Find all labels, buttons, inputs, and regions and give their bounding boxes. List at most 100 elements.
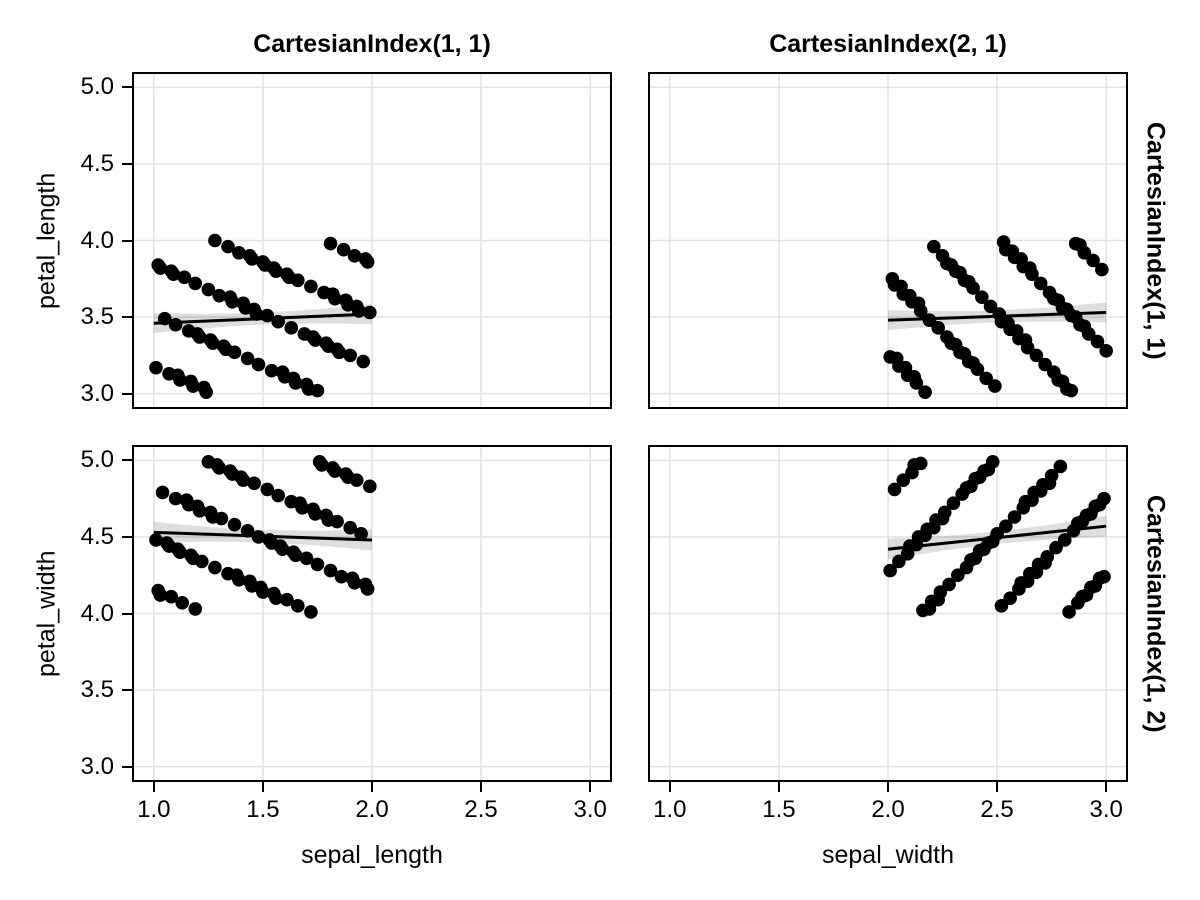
scatter-point (295, 501, 309, 515)
x-tick (152, 782, 155, 792)
scatter-point (256, 585, 270, 599)
scatter-point (157, 311, 172, 326)
scatter-point (1040, 550, 1055, 564)
scatter-point (885, 271, 900, 286)
facet-plot-area (648, 72, 1128, 409)
scatter-point (181, 497, 196, 512)
x-axis-label-sepal-length: sepal_length (301, 841, 443, 869)
scatter-point (164, 589, 179, 604)
scatter-point (892, 554, 906, 569)
y-tick (122, 689, 132, 692)
scatter-point (944, 258, 959, 272)
scatter-point (247, 302, 261, 317)
scatter-point (251, 530, 266, 544)
scatter-point (280, 592, 294, 607)
facet-plot-area (132, 445, 612, 782)
scatter-point (983, 299, 998, 314)
scatter-point (994, 599, 1009, 613)
scatter-point (1064, 383, 1079, 398)
scatter-point (173, 545, 187, 560)
scatter-point (232, 573, 246, 587)
scatter-point (205, 510, 220, 524)
scatter-point (212, 461, 227, 475)
scatter-point (175, 595, 189, 610)
x-tick (777, 782, 780, 792)
y-tick-label: 3.0 (80, 379, 114, 407)
scatter-point (171, 368, 185, 383)
scatter-point (999, 519, 1013, 533)
scatter-point (271, 314, 285, 329)
x-tick (887, 782, 889, 792)
scatter-point (922, 313, 937, 327)
panel-border (132, 445, 612, 782)
scatter-point (979, 371, 993, 386)
scatter-point (192, 504, 207, 518)
scatter-point (924, 594, 939, 609)
facet-row-title-2: CartesianIndex(1, 2) (1141, 494, 1170, 733)
scatter-point (1084, 580, 1098, 595)
scatter-point (1018, 333, 1033, 347)
scatter-point (883, 563, 897, 578)
scatter-point (201, 282, 216, 297)
scatter-point (977, 464, 991, 478)
scatter-point (1071, 516, 1085, 530)
y-tick-label: 3.5 (80, 303, 114, 331)
scatter-point (946, 496, 961, 511)
scatter-point (321, 513, 336, 527)
scatter-point (260, 482, 275, 497)
scatter-point (251, 357, 266, 372)
scatter-point (1031, 557, 1046, 572)
scatter-point (240, 351, 255, 366)
scatter-point (1097, 491, 1111, 506)
scatter-point (953, 265, 967, 280)
scatter-point (323, 236, 338, 251)
scatter-point (957, 347, 972, 361)
panel-top-left (132, 72, 612, 409)
scatter-point (940, 330, 954, 344)
x-tick-label: 2.5 (980, 796, 1014, 823)
x-tick-label: 2.0 (871, 796, 905, 823)
scatter-point (1077, 319, 1092, 334)
scatter-point (155, 485, 170, 500)
scatter-point (343, 348, 357, 363)
scatter-point (184, 374, 198, 389)
scatter-point (916, 603, 930, 618)
scatter-point (212, 288, 227, 303)
scatter-point (232, 245, 246, 260)
scatter-point (911, 530, 926, 544)
scatter-point (247, 476, 261, 491)
scatter-point (319, 336, 333, 350)
scatter-point (966, 356, 980, 370)
scatter-point (208, 233, 222, 248)
scatter-point (1023, 566, 1037, 581)
scatter-point (308, 507, 323, 521)
x-tick-label: 1.0 (653, 796, 687, 823)
scatter-point (343, 520, 357, 535)
x-tick-label: 3.0 (1089, 796, 1123, 823)
scatter-point (990, 527, 1004, 541)
scatter-point (271, 488, 285, 503)
scatter-point (149, 533, 163, 547)
scatter-point (1075, 589, 1089, 604)
scatter-point (1003, 591, 1017, 605)
scatter-point (996, 235, 1011, 249)
scatter-point (356, 354, 371, 369)
x-tick-label: 1.5 (246, 796, 280, 823)
scatter-point (1049, 540, 1063, 555)
scatter-point (288, 548, 303, 563)
scatter-point (918, 385, 932, 399)
scatter-point (911, 296, 926, 311)
y-tick (122, 765, 132, 768)
scatter-point (920, 522, 935, 537)
scatter-point (188, 276, 203, 291)
scatter-point (1027, 485, 1041, 500)
scatter-point (236, 296, 251, 311)
scatter-point (349, 299, 364, 314)
scatter-point (1018, 494, 1033, 509)
x-tick (589, 782, 592, 792)
scatter-point (1005, 244, 1020, 259)
scatter-point (988, 379, 1002, 393)
scatter-point (889, 351, 904, 366)
x-tick-label: 1.0 (137, 796, 171, 823)
scatter-point (336, 242, 351, 257)
